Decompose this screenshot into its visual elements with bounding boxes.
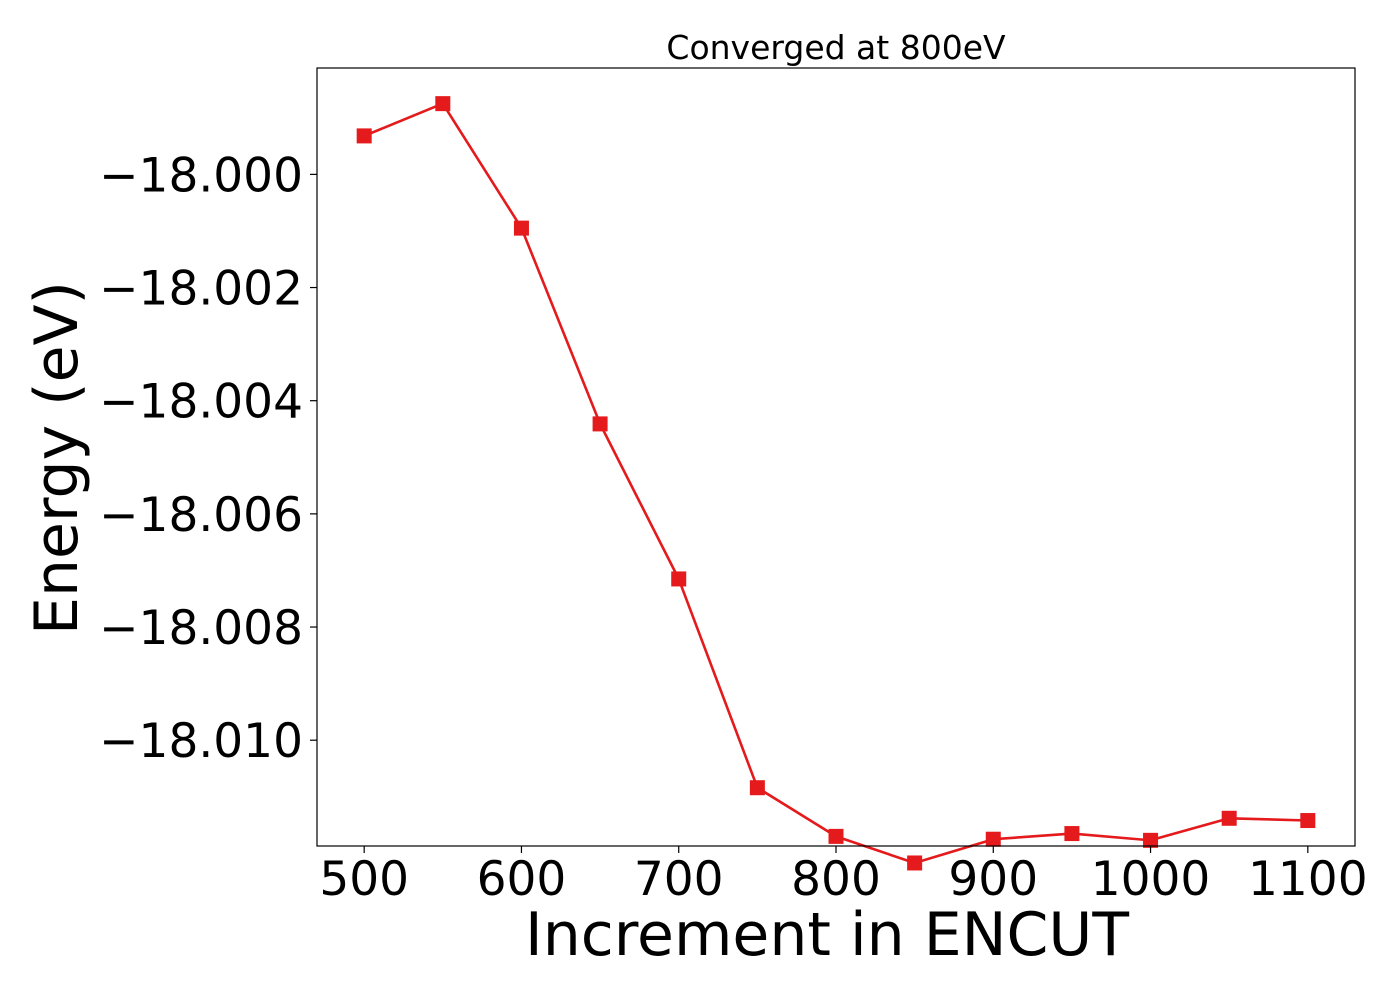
data-point-marker (907, 855, 923, 871)
data-point-marker (1064, 826, 1080, 842)
data-point-marker (592, 416, 608, 432)
y-axis-label: Energy (eV) (22, 281, 92, 635)
data-point-marker (671, 571, 687, 587)
y-tick-label: −18.010 (99, 714, 303, 769)
data-point-marker (435, 96, 451, 112)
data-point-marker (749, 780, 765, 796)
x-tick-label: 900 (948, 852, 1038, 907)
x-tick-label: 500 (319, 852, 409, 907)
data-point-marker (828, 828, 844, 844)
x-axis-label: Increment in ENCUT (525, 900, 1129, 970)
y-axis-ticks: −18.000 −18.002 −18.004 −18.006 −18.008 −18.0… (99, 148, 317, 769)
y-tick-label: −18.002 (99, 262, 303, 317)
plot-area-frame (316, 67, 1356, 847)
y-tick-label: −18.000 (99, 148, 303, 203)
data-point-marker (1300, 813, 1316, 829)
x-tick-label: 1100 (1248, 852, 1368, 907)
y-tick-label: −18.004 (99, 375, 303, 430)
y-tick-label: −18.006 (99, 488, 303, 543)
x-axis-ticks: 500 600 700 800 900 1000 1100 (319, 846, 1368, 907)
x-tick-label: 600 (477, 852, 567, 907)
data-point-marker (513, 220, 529, 236)
data-point-marker (985, 831, 1001, 847)
y-tick-label: −18.008 (99, 601, 303, 656)
data-point-marker (1143, 832, 1159, 848)
x-tick-label: 800 (791, 852, 881, 907)
x-tick-label: 700 (634, 852, 724, 907)
data-point-marker (1221, 810, 1237, 826)
data-point-marker (356, 128, 372, 144)
series-layer (356, 96, 1316, 871)
x-tick-label: 1000 (1091, 852, 1211, 907)
chart-title: Converged at 800eV (666, 28, 1006, 67)
